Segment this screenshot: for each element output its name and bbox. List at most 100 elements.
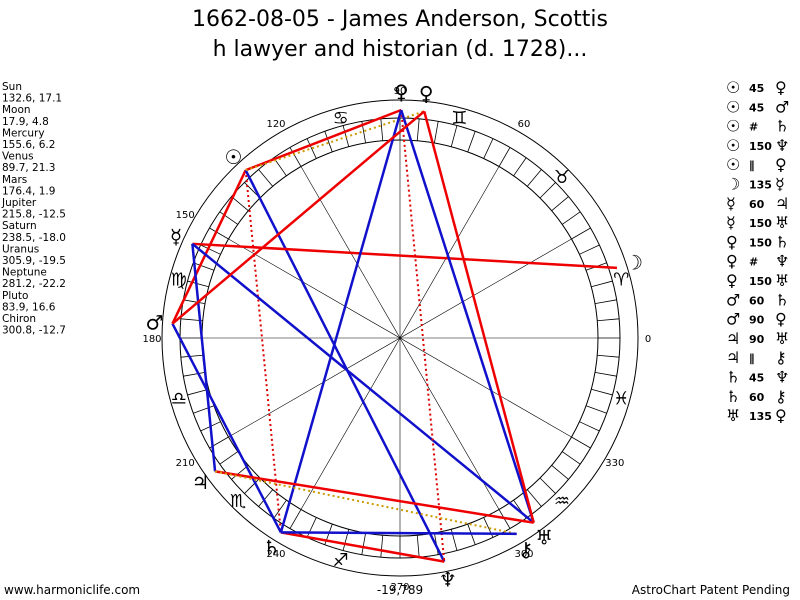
ring-tick — [193, 405, 215, 414]
ring-tick — [361, 532, 367, 555]
aspect-planet: ☉ — [726, 78, 740, 97]
aspect-planet: ☉ — [726, 155, 740, 174]
ring-tick — [571, 227, 591, 240]
title-line: h lawyer and historian (d. 1728)... — [213, 37, 588, 62]
ring-tick — [579, 421, 600, 432]
aspect-type: 45 — [749, 82, 764, 95]
aspect-planet: ♅ — [775, 213, 789, 232]
planet-name: Neptune — [2, 267, 47, 279]
aspect-planet: ♄ — [775, 232, 789, 251]
ring-tick — [561, 211, 581, 225]
aspect-planet: ☿ — [726, 213, 736, 232]
aspect-planet: ♄ — [775, 117, 789, 136]
aspect-line — [245, 110, 425, 172]
aspect-line — [214, 470, 517, 535]
aspect-planet: ♄ — [775, 290, 789, 309]
planet-coords: 132.6, 17.1 — [2, 93, 62, 105]
aspect-type: 150 — [749, 236, 772, 249]
degree-label: 120 — [266, 119, 285, 130]
aspect-type: ∥ — [749, 352, 755, 365]
ring-tick — [416, 535, 420, 558]
aspect-line — [171, 110, 426, 325]
planet-coords: 83.9, 16.6 — [2, 301, 56, 313]
ring-tick — [187, 388, 209, 396]
ring-tick — [183, 299, 206, 305]
degree-label: 180 — [142, 334, 161, 345]
degree-label: 330 — [605, 458, 624, 469]
planet-name: Pluto — [2, 290, 28, 302]
house-line — [228, 238, 572, 438]
aspect-line — [244, 170, 282, 533]
aspect-planet: ♅ — [775, 329, 789, 348]
aspect-line — [171, 323, 282, 533]
zodiac-sign: ♈ — [613, 270, 629, 291]
planet-coords: 155.6, 6.2 — [2, 139, 55, 151]
ring-tick — [433, 121, 439, 144]
aspect-planet: ♆ — [775, 136, 789, 155]
aspect-planet: ♃ — [726, 329, 740, 348]
zodiac-sign: ♓ — [613, 388, 629, 409]
ring-tick — [483, 138, 494, 159]
planet-glyph: ♆ — [439, 567, 457, 591]
footer-left: www.harmoniclife.com — [4, 583, 140, 597]
ring-tick — [380, 118, 384, 141]
aspect-planet: ♃ — [726, 348, 740, 367]
aspect-planet: ♂ — [775, 97, 789, 116]
zodiac-sign: ♎ — [171, 388, 187, 409]
ring-tick — [526, 169, 542, 187]
ring-tick — [289, 509, 302, 529]
degree-label: 150 — [176, 210, 195, 221]
aspect-type: 45 — [749, 101, 764, 114]
aspect-lines — [171, 108, 618, 563]
aspect-planet: ♂ — [726, 290, 740, 309]
zodiac-sign: ♋ — [333, 108, 349, 129]
outer-circle — [161, 99, 639, 577]
ring-tick — [258, 169, 274, 187]
ring-tick — [324, 131, 333, 153]
aspect-list: ☉ 45 ♀☉ 45 ♂☉ # ♄☉ 150 ♆☉ ∥ ♀☽ 135 ☿☿ 60 ♃☿ 150 ♅♀ 150 ♄♀ #… — [726, 78, 789, 425]
planet-name: Venus — [2, 151, 34, 163]
ring-tick — [219, 451, 239, 465]
ring-tick — [594, 299, 617, 305]
degree-label: 270 — [390, 582, 409, 593]
ring-tick — [209, 227, 229, 240]
aspect-planet: ♀ — [775, 78, 787, 97]
planet-coords: 238.5, -18.0 — [2, 232, 66, 244]
aspect-planet: ♆ — [775, 252, 789, 271]
aspect-type: 150 — [749, 140, 772, 153]
aspect-line — [280, 531, 517, 536]
ring-tick — [579, 244, 600, 255]
ring-tick — [597, 354, 620, 358]
aspect-planet: ☉ — [726, 97, 740, 116]
aspect-planet: ♀ — [726, 252, 738, 271]
aspect-planet: ☿ — [726, 194, 736, 213]
planet-name: Sun — [2, 81, 22, 93]
ring-tick — [591, 280, 613, 288]
ring-tick — [289, 147, 302, 167]
degree-label: 210 — [176, 458, 195, 469]
ring-tick — [467, 131, 476, 153]
planet-coords: 89.7, 21.3 — [2, 162, 55, 174]
aspect-planet: ☉ — [726, 117, 740, 136]
aspect-planet: ♄ — [726, 387, 740, 406]
ring-tick — [183, 371, 206, 377]
aspect-planet: ♀ — [775, 155, 787, 174]
aspect-line — [279, 109, 403, 533]
aspect-type: 90 — [749, 333, 765, 346]
aspect-type: 150 — [749, 217, 772, 230]
planet-glyph: ♄ — [262, 536, 280, 560]
aspect-planet: ♅ — [726, 406, 740, 425]
ring-tick — [244, 477, 261, 494]
ring-tick — [585, 405, 607, 414]
aspect-planet: ♃ — [775, 194, 789, 213]
aspect-line — [280, 531, 445, 563]
planet-name: Jupiter — [1, 197, 37, 209]
ring-tick — [380, 535, 384, 558]
ring-tick — [180, 354, 203, 358]
degree-label: 0 — [645, 334, 651, 345]
ring-tick — [258, 489, 274, 507]
degree-label: 60 — [518, 119, 531, 130]
ring-tick — [513, 157, 527, 177]
planet-glyph: ♅ — [535, 525, 553, 549]
